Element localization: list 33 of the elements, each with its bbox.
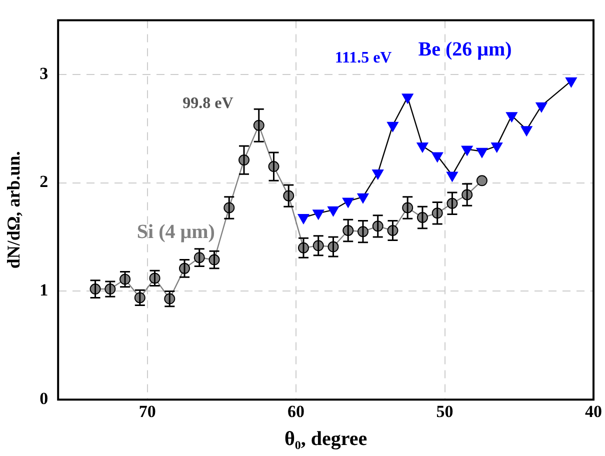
point: [432, 152, 444, 162]
point: [476, 175, 488, 186]
series-label: Be (26 μm): [418, 38, 512, 61]
point: [372, 170, 384, 180]
y-tick-label: 3: [40, 64, 48, 83]
annotation: 111.5 eV: [334, 49, 392, 66]
y-tick-label: 0: [40, 388, 48, 408]
point: [506, 112, 518, 122]
point: [476, 148, 488, 158]
point: [491, 142, 503, 152]
point: [342, 198, 354, 208]
point: [402, 94, 414, 104]
annotation: 99.8 eV: [182, 94, 234, 112]
x-tick-label: 40: [585, 402, 602, 422]
series-label: Si (4 μm): [136, 220, 215, 243]
y-tick-label: 1: [40, 280, 48, 300]
y-axis-title: dN/dΩ, arb.un.: [3, 151, 24, 269]
point: [312, 210, 324, 220]
x-tick-label: 50: [436, 402, 454, 422]
y-tick-label: 2: [40, 172, 48, 192]
point: [357, 193, 369, 204]
x-tick-label: 70: [138, 402, 156, 422]
point: [298, 214, 310, 224]
point: [565, 77, 577, 88]
point: [461, 146, 473, 156]
point: [536, 102, 548, 112]
point: [416, 142, 428, 152]
point: [520, 126, 532, 136]
point: [328, 206, 339, 216]
x-tick-label: 60: [288, 402, 305, 422]
point: [387, 122, 398, 132]
x-axis-title: θ₀, degree: [284, 428, 368, 450]
point: [446, 172, 458, 182]
